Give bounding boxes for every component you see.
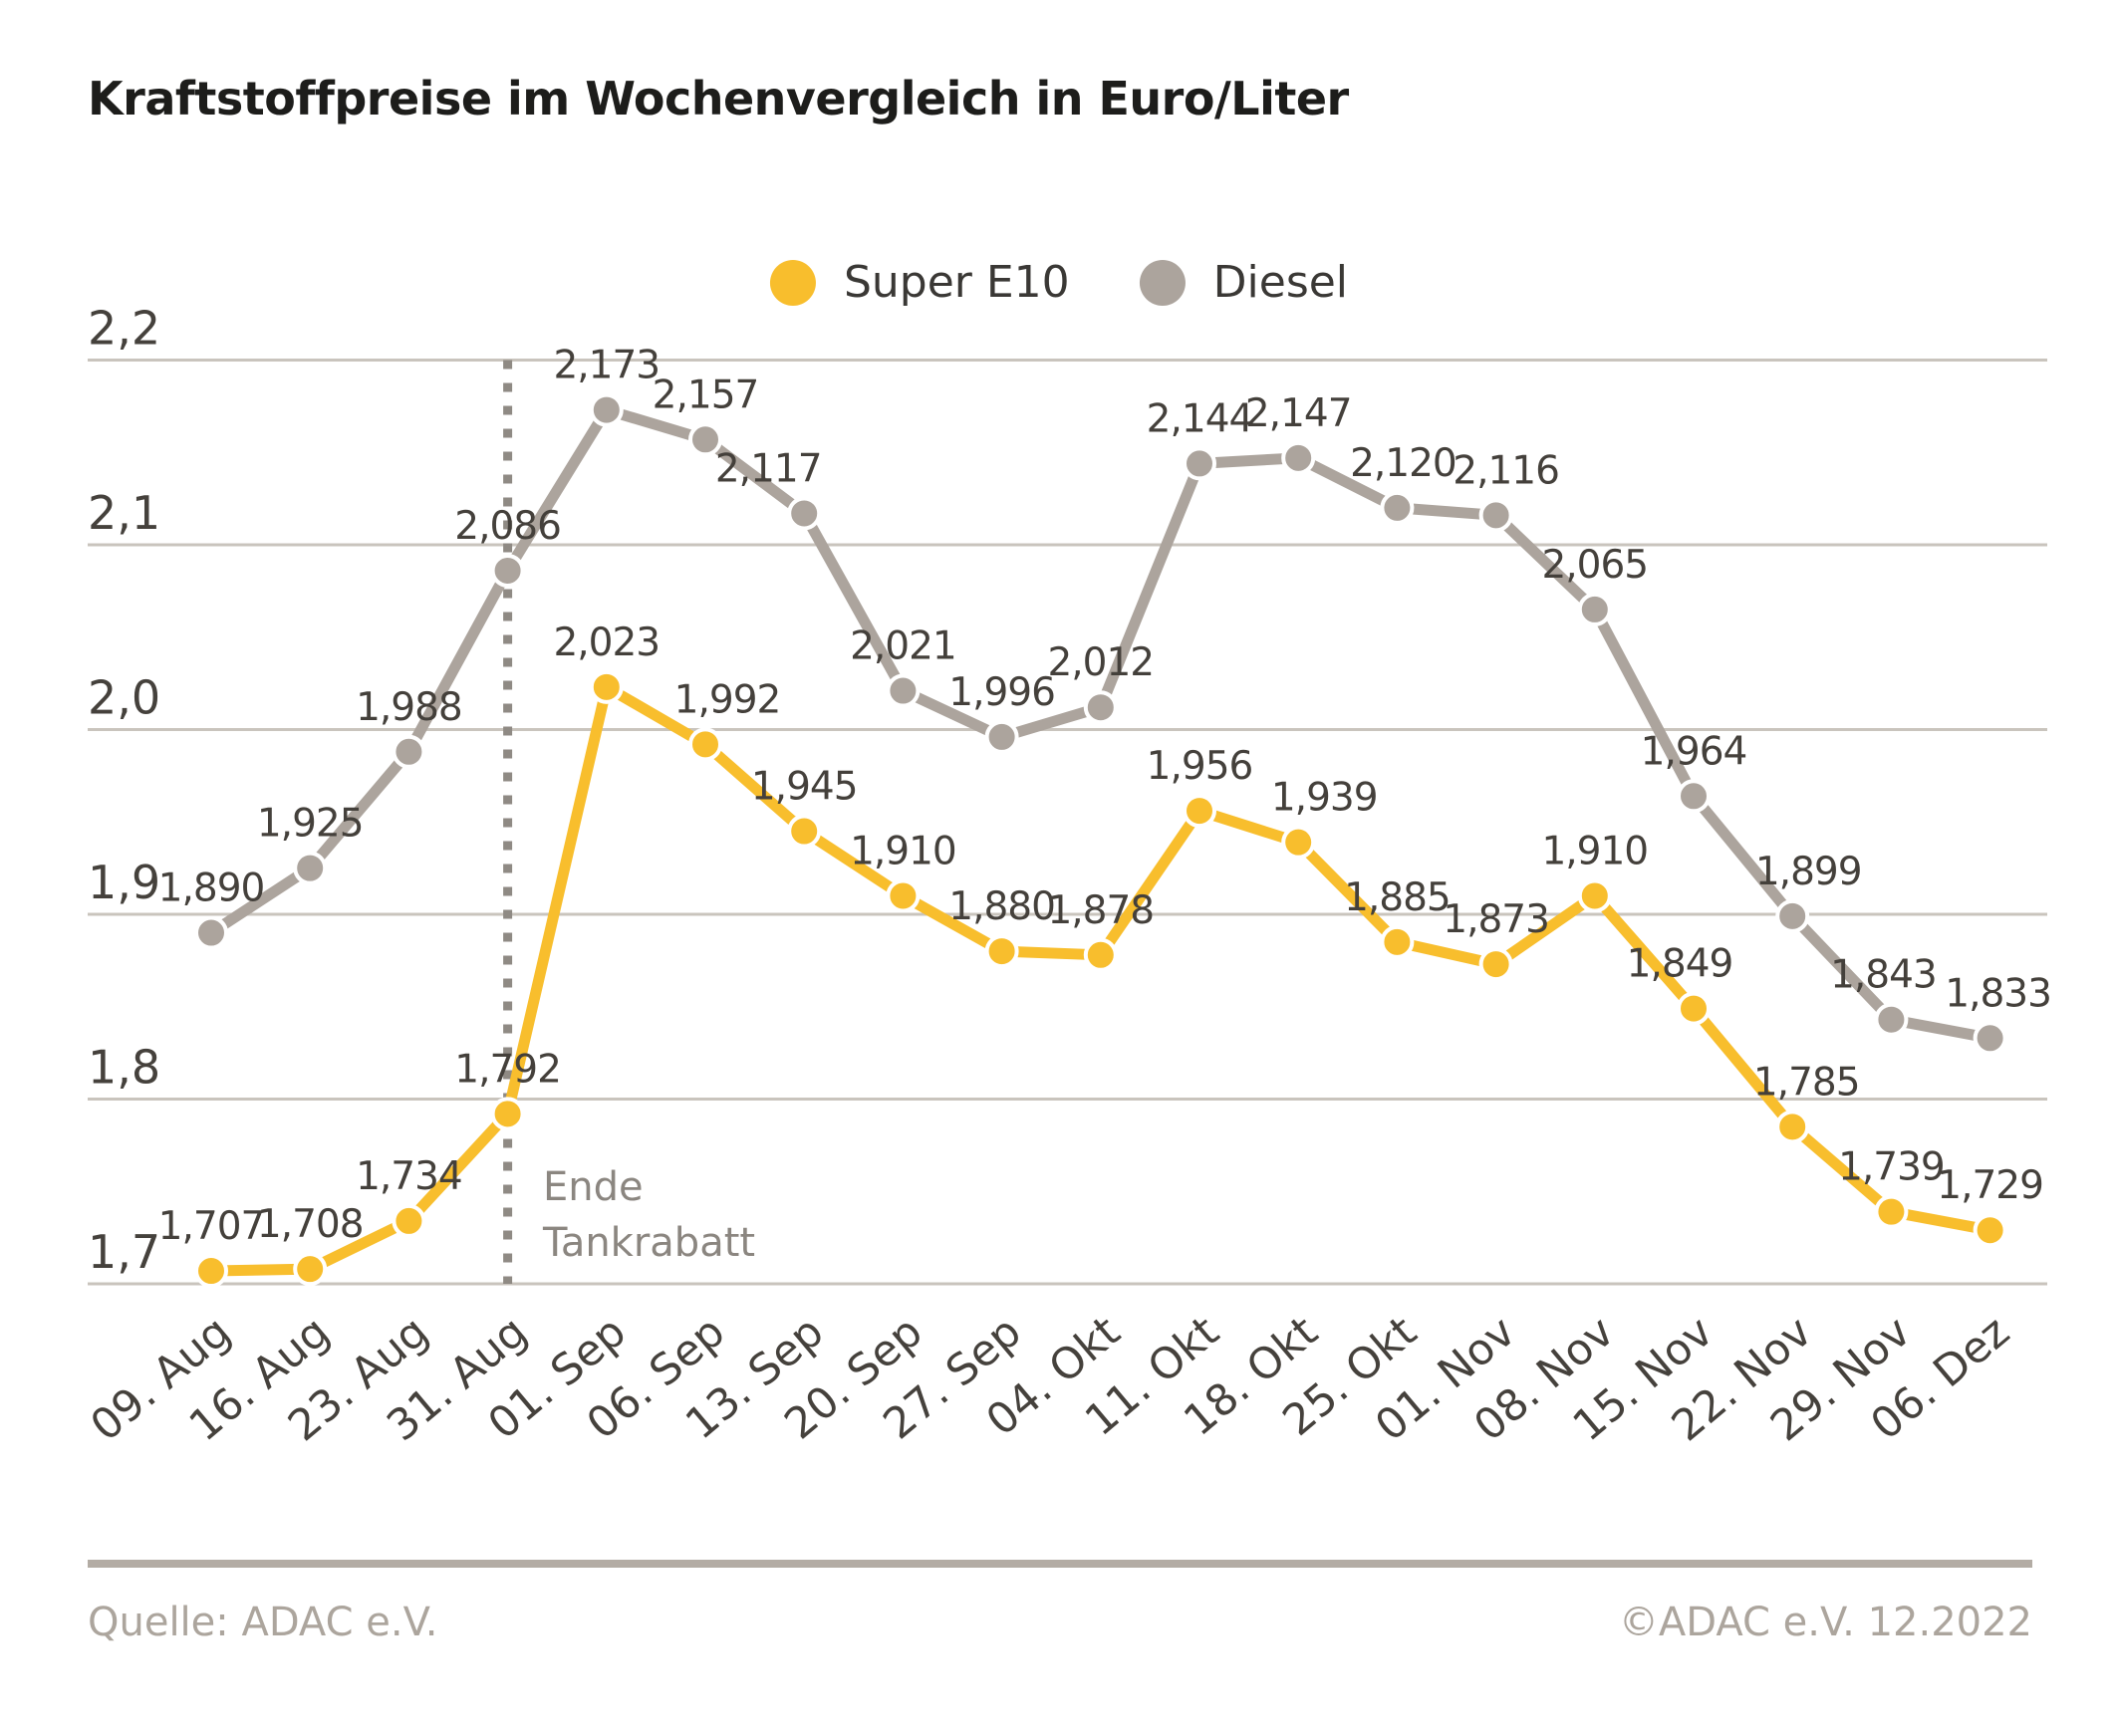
data-point: [589, 669, 624, 704]
data-point: [490, 553, 525, 588]
page-title: Kraftstoffpreise im Wochenvergleich in E…: [88, 72, 1349, 125]
data-point-label: 2,157: [653, 372, 759, 417]
data-point: [1281, 440, 1316, 475]
data-point-label: 2,120: [1350, 441, 1456, 486]
data-point-label: 1,729: [1937, 1163, 2043, 1208]
copyright-credit: ©ADAC e.V. 12.2022: [1618, 1600, 2032, 1645]
data-point: [490, 1097, 525, 1131]
legend-item-diesel: Diesel: [1139, 257, 1349, 308]
data-point: [1677, 779, 1711, 814]
data-point-label: 1,899: [1755, 850, 1862, 894]
data-point: [1874, 1002, 1909, 1037]
data-point-label: 1,925: [257, 802, 364, 847]
data-point-label: 2,086: [454, 504, 561, 549]
data-point-label: 1,964: [1641, 729, 1747, 774]
data-point-label: 2,116: [1453, 448, 1559, 493]
data-point-label: 1,956: [1147, 744, 1253, 789]
data-point-label: 2,147: [1245, 391, 1352, 436]
data-point-label: 1,734: [356, 1154, 462, 1199]
data-point-label: 1,988: [356, 685, 462, 730]
data-point: [392, 1203, 426, 1238]
data-point: [293, 1252, 328, 1287]
annotation-tankrabatt: Tankrabatt: [543, 1220, 756, 1266]
diesel-dot-icon: [1139, 259, 1186, 306]
data-point: [1183, 794, 1216, 829]
footer-divider: [88, 1560, 2032, 1568]
data-point-label: 1,878: [1047, 888, 1154, 933]
y-tick-label: 2,0: [88, 671, 160, 725]
data-point-label: 1,939: [1271, 776, 1378, 821]
data-point: [1083, 937, 1118, 972]
data-point: [194, 915, 228, 950]
data-point-label: 1,910: [850, 829, 956, 873]
data-point-label: 1,833: [1945, 971, 2051, 1016]
data-point: [1380, 490, 1415, 525]
data-point-label: 2,173: [553, 344, 660, 388]
data-point-label: 2,021: [850, 624, 956, 669]
data-point-label: 1,992: [674, 677, 781, 722]
data-point: [1775, 1110, 1810, 1144]
data-point-label: 1,792: [454, 1047, 561, 1092]
data-point-label: 1,708: [257, 1202, 364, 1247]
data-point: [984, 934, 1019, 969]
data-point: [1874, 1194, 1909, 1229]
data-point-label: 1,785: [1753, 1060, 1860, 1105]
data-point-label: 1,843: [1830, 953, 1937, 998]
annotation-ende: Ende: [543, 1164, 644, 1210]
data-point-label: 2,012: [1047, 640, 1154, 685]
source-credit: Quelle: ADAC e.V.: [88, 1600, 438, 1645]
data-point: [1775, 898, 1810, 933]
data-point: [1577, 878, 1612, 913]
data-point: [293, 851, 328, 885]
data-point: [886, 878, 921, 913]
data-point: [886, 673, 921, 708]
data-point: [1677, 991, 1711, 1026]
data-point-label: 2,023: [553, 620, 660, 665]
data-point: [787, 496, 822, 531]
data-point-label: 1,873: [1443, 897, 1549, 942]
data-point-label: 1,890: [158, 867, 265, 911]
super-e10-dot-icon: [769, 259, 816, 306]
legend-label-super-e10: Super E10: [843, 257, 1070, 308]
y-tick-label: 2,2: [88, 302, 160, 356]
data-point-label: 1,707: [158, 1204, 265, 1249]
data-point: [1380, 924, 1415, 959]
data-point: [688, 422, 722, 457]
data-point: [1577, 592, 1612, 626]
data-point: [1478, 498, 1513, 533]
data-point-label: 1,885: [1344, 875, 1451, 920]
chart-legend: Super E10 Diesel: [769, 257, 1349, 308]
data-point-label: 1,880: [948, 884, 1055, 929]
data-point: [1478, 947, 1513, 982]
y-tick-label: 1,7: [88, 1225, 160, 1279]
data-point-label: 1,739: [1838, 1145, 1945, 1190]
data-point: [984, 719, 1019, 754]
data-point: [1083, 690, 1118, 725]
data-point: [589, 392, 624, 427]
legend-item-super-e10: Super E10: [769, 257, 1070, 308]
legend-label-diesel: Diesel: [1212, 257, 1349, 308]
data-point: [194, 1254, 228, 1289]
data-point: [1183, 446, 1216, 481]
data-point: [392, 734, 426, 769]
data-point-label: 1,996: [948, 670, 1055, 715]
data-point-label: 1,910: [1541, 829, 1648, 873]
y-tick-label: 2,1: [88, 486, 160, 540]
data-point-label: 2,065: [1541, 543, 1648, 588]
data-point-label: 1,945: [751, 765, 858, 810]
data-point-label: 1,849: [1627, 942, 1733, 987]
y-tick-label: 1,8: [88, 1041, 160, 1095]
data-point: [1281, 825, 1316, 860]
data-point: [787, 814, 822, 849]
y-tick-label: 1,9: [88, 856, 160, 909]
data-point-label: 2,117: [715, 446, 822, 491]
data-point: [1973, 1213, 2007, 1248]
data-point-label: 2,144: [1147, 396, 1253, 441]
data-point: [1973, 1021, 2007, 1056]
data-point: [688, 727, 722, 762]
